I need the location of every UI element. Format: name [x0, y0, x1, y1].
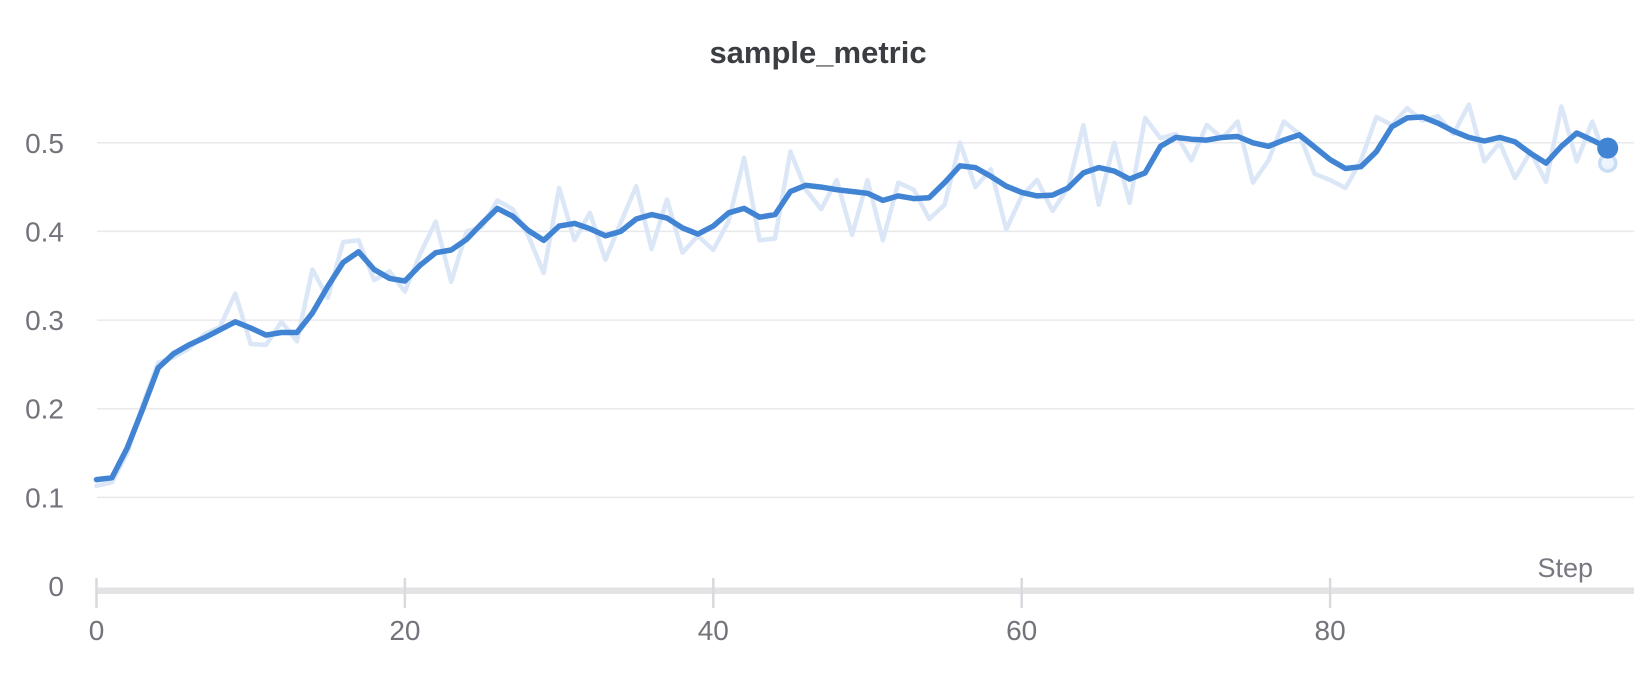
y-tick-label-0: 0	[48, 571, 64, 602]
smoothed-series-line	[93, 114, 1611, 483]
y-tick-label-0.5: 0.5	[25, 128, 64, 159]
x-tick-label-60: 60	[1006, 615, 1037, 646]
chart-title: sample_metric	[709, 35, 926, 70]
grid-layer	[95, 142, 1634, 608]
axis-label-layer: 0 0.1 0.2 0.3 0.4 0.5 0 20 40 60 80	[25, 128, 1346, 646]
y-tick-label-0.1: 0.1	[25, 482, 64, 513]
y-tick-label-0.3: 0.3	[25, 305, 64, 336]
smoothed-series-end-marker[interactable]	[1597, 137, 1619, 159]
x-axis-label: Step	[1537, 553, 1593, 583]
series-layer	[93, 102, 1619, 489]
x-tick-label-0: 0	[89, 615, 105, 646]
y-tick-label-0.2: 0.2	[25, 394, 64, 425]
x-tick-label-40: 40	[698, 615, 729, 646]
x-tick-label-20: 20	[389, 615, 420, 646]
x-tick-label-80: 80	[1315, 615, 1346, 646]
y-tick-label-0.4: 0.4	[25, 216, 64, 247]
x-axis-line	[97, 587, 1634, 594]
